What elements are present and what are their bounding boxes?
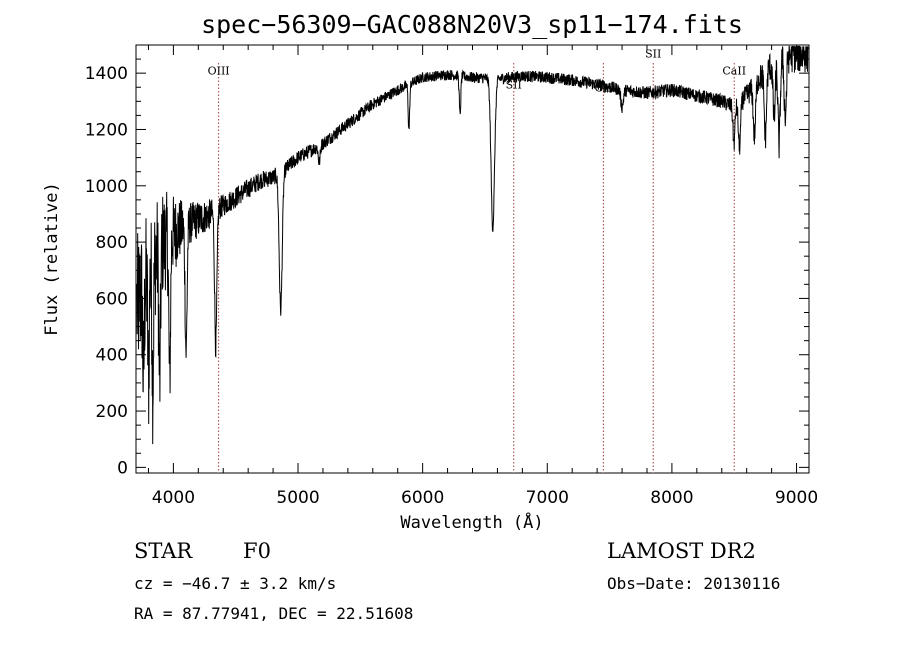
y-axis-label: Flux (relative) bbox=[42, 182, 62, 336]
y-tick-label: 600 bbox=[96, 289, 128, 309]
plot-frame bbox=[135, 44, 810, 474]
y-axis-ticks: 0 200 400 600 800 1000 1200 1400 bbox=[85, 58, 809, 478]
chart-title: spec−56309−GAC088N20V3_sp11−174.fits bbox=[201, 10, 743, 39]
observation-date: Obs−Date: 20130116 bbox=[607, 574, 781, 593]
x-tick-label: 5000 bbox=[276, 488, 319, 508]
x-tick-label: 8000 bbox=[650, 488, 693, 508]
line-marker-label: SII bbox=[645, 48, 661, 61]
coordinates-text: RA = 87.77941, DEC = 22.51608 bbox=[134, 604, 414, 623]
y-tick-label: 200 bbox=[96, 402, 128, 422]
y-tick-label: 800 bbox=[96, 233, 128, 253]
x-tick-label: 6000 bbox=[401, 488, 444, 508]
y-tick-label: 1200 bbox=[85, 120, 128, 140]
spectrum-line bbox=[136, 45, 809, 445]
y-tick-label: 1400 bbox=[85, 64, 128, 84]
x-tick-label: 4000 bbox=[152, 488, 195, 508]
redshift-text: cz = −46.7 ± 3.2 km/s bbox=[134, 574, 337, 593]
x-axis-label: Wavelength (Å) bbox=[400, 511, 543, 533]
object-type: STAR bbox=[134, 539, 193, 563]
y-tick-label: 0 bbox=[117, 458, 128, 478]
spectral-subclass: F0 bbox=[243, 539, 271, 563]
x-tick-label: 7000 bbox=[526, 488, 569, 508]
y-tick-label: 400 bbox=[96, 346, 128, 366]
line-marker-label: CaII bbox=[722, 65, 746, 78]
y-tick-label: 1000 bbox=[85, 177, 128, 197]
line-marker-label: OIII bbox=[208, 65, 230, 78]
x-tick-label: 9000 bbox=[775, 488, 818, 508]
survey-name: LAMOST DR2 bbox=[607, 539, 756, 563]
x-axis-ticks: 4000 5000 6000 7000 8000 9000 bbox=[147, 45, 818, 508]
